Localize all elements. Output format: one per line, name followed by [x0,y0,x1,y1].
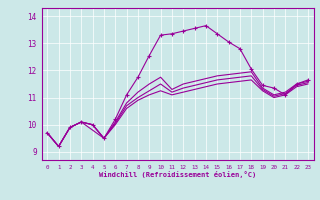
X-axis label: Windchill (Refroidissement éolien,°C): Windchill (Refroidissement éolien,°C) [99,171,256,178]
